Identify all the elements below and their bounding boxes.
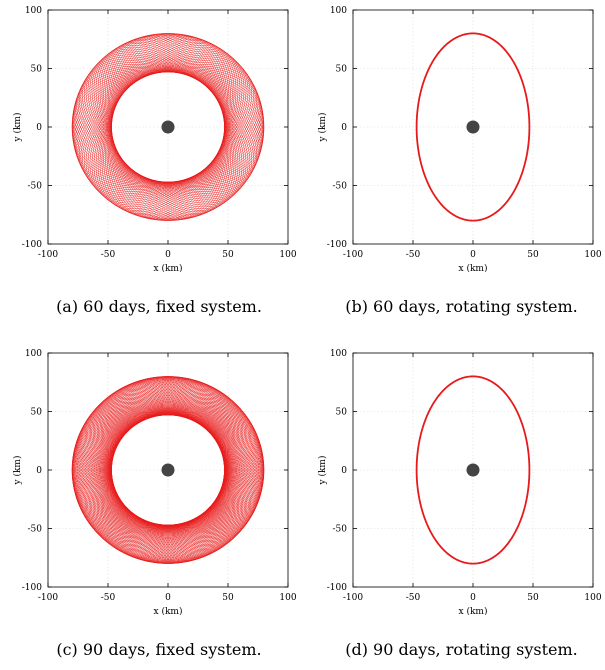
x-tick-label: 50	[527, 250, 539, 260]
y-tick-label: -100	[327, 583, 347, 593]
orbit-trajectory	[71, 33, 265, 221]
x-tick-label: 50	[222, 250, 234, 260]
y-tick-label: 50	[31, 408, 43, 418]
y-tick-label: 0	[36, 466, 42, 476]
chart-panel-c: -100 -50 0 50 100 -100 -50 0 50 100 x (km) y (km)	[0, 343, 300, 615]
orbit-trajectory	[415, 375, 531, 565]
caption-b: (b) 60 days, rotating system.	[345, 297, 578, 316]
y-tick-label: 50	[336, 65, 348, 75]
y-tick-label: -50	[28, 182, 43, 192]
y-tick-label: 50	[336, 408, 348, 418]
y-tick-label: 50	[31, 65, 43, 75]
x-tick-label: 0	[470, 593, 476, 603]
x-tick-label: 100	[279, 250, 296, 260]
x-tick-label: -50	[101, 250, 116, 260]
y-tick-label: -50	[28, 525, 43, 535]
chart-panel-a: -100 -50 0 50 100 -100 -50 0 50 100 x (km) y (km)	[0, 0, 300, 272]
x-axis-label: x (km)	[154, 263, 183, 272]
y-tick-label: 100	[330, 349, 347, 359]
y-tick-label: -100	[22, 583, 42, 593]
x-tick-label: 0	[470, 250, 476, 260]
y-tick-label: 100	[25, 349, 42, 359]
y-tick-label: -100	[327, 240, 347, 250]
orbit-trajectory	[415, 32, 531, 222]
x-tick-label: 0	[165, 593, 171, 603]
central-body-marker	[466, 463, 480, 477]
x-tick-label: 100	[584, 250, 601, 260]
y-tick-label: -100	[22, 240, 42, 250]
caption-d: (d) 90 days, rotating system.	[345, 640, 578, 659]
orbit-trajectory	[71, 376, 265, 564]
caption-c: (c) 90 days, fixed system.	[56, 640, 262, 659]
x-axis-label: x (km)	[459, 606, 488, 615]
x-tick-label: 50	[527, 593, 539, 603]
y-axis-label: y (km)	[317, 456, 328, 486]
x-tick-label: -100	[343, 593, 363, 603]
y-axis-label: y (km)	[12, 456, 23, 486]
chart-b: -100 -50 0 50 100 -100 -50 0 50 100 x (km) y (km)	[317, 6, 602, 272]
x-tick-label: 0	[165, 250, 171, 260]
y-axis-label: y (km)	[12, 113, 23, 143]
y-axis-label: y (km)	[317, 113, 328, 143]
y-tick-label: -50	[333, 182, 348, 192]
y-tick-label: 0	[341, 466, 347, 476]
x-tick-label: -50	[406, 593, 421, 603]
x-tick-label: 100	[279, 593, 296, 603]
x-tick-label: -50	[406, 250, 421, 260]
chart-a: -100 -50 0 50 100 -100 -50 0 50 100 x (km) y (km)	[12, 6, 297, 272]
y-tick-label: 100	[25, 6, 42, 16]
x-tick-label: -100	[38, 593, 58, 603]
x-tick-label: -100	[38, 250, 58, 260]
chart-c: -100 -50 0 50 100 -100 -50 0 50 100 x (km) y (km)	[12, 349, 297, 615]
y-tick-label: 0	[341, 123, 347, 133]
chart-panel-b: -100 -50 0 50 100 -100 -50 0 50 100 x (km) y (km)	[305, 0, 605, 272]
y-tick-label: 0	[36, 123, 42, 133]
x-axis-label: x (km)	[459, 263, 488, 272]
y-tick-label: 100	[330, 6, 347, 16]
central-body-marker	[466, 120, 480, 134]
x-axis-label: x (km)	[154, 606, 183, 615]
central-body-marker	[161, 463, 175, 477]
caption-a: (a) 60 days, fixed system.	[56, 297, 262, 316]
chart-panel-d: -100 -50 0 50 100 -100 -50 0 50 100 x (km) y (km)	[305, 343, 605, 615]
x-tick-label: 50	[222, 593, 234, 603]
central-body-marker	[161, 120, 175, 134]
y-tick-label: -50	[333, 525, 348, 535]
x-tick-label: -100	[343, 250, 363, 260]
chart-d: -100 -50 0 50 100 -100 -50 0 50 100 x (km) y (km)	[317, 349, 602, 615]
x-tick-label: -50	[101, 593, 116, 603]
x-tick-label: 100	[584, 593, 601, 603]
